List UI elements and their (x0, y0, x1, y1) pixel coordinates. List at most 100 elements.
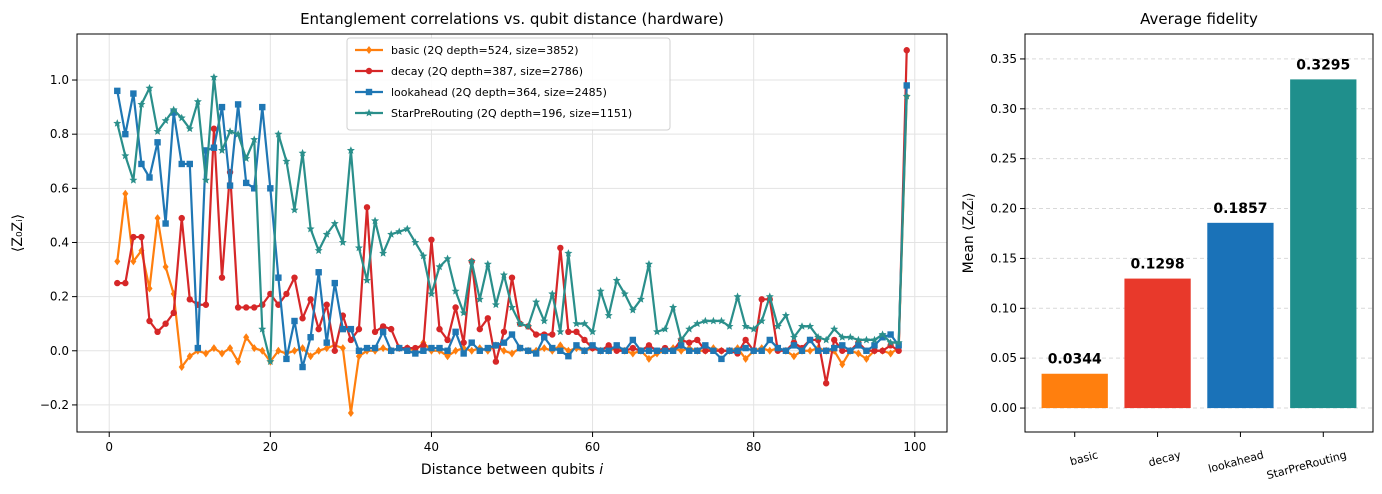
data-point (702, 347, 709, 354)
data-point (122, 130, 129, 138)
data-point (645, 342, 653, 349)
data-point (886, 338, 895, 347)
data-point (500, 339, 508, 346)
data-point (412, 350, 419, 357)
data-point (798, 347, 806, 354)
data-point (573, 328, 580, 336)
data-point (122, 279, 129, 287)
data-point (154, 328, 161, 336)
data-point (613, 342, 620, 349)
data-point (290, 205, 299, 214)
data-point (130, 233, 137, 241)
data-point (346, 146, 355, 154)
data-point (750, 347, 757, 354)
data-point (387, 230, 396, 238)
data-point (427, 289, 436, 298)
bar-value-label: 0.0344 (1048, 352, 1102, 368)
data-point (742, 354, 749, 363)
data-point (491, 300, 500, 309)
data-point (162, 220, 169, 227)
data-point (459, 308, 468, 317)
y-tick-label: 0.25 (990, 152, 1017, 166)
data-point (661, 347, 669, 354)
data-point (242, 179, 250, 187)
data-point (323, 301, 330, 308)
data-point (291, 346, 298, 355)
data-point (153, 127, 162, 135)
data-point (306, 224, 315, 233)
data-point (685, 324, 694, 333)
data-point (235, 357, 242, 366)
legend-entry: StarPreRouting (2Q depth=196, size=1151) (355, 107, 632, 120)
legend-entry: basic (2Q depth=524, size=3852) (355, 44, 579, 57)
data-point (178, 363, 185, 372)
data-point (508, 331, 516, 338)
data-point (185, 124, 194, 133)
data-point (452, 328, 459, 336)
data-point (322, 230, 331, 238)
data-point (122, 189, 129, 198)
data-point (484, 315, 492, 322)
data-point (114, 257, 121, 266)
data-point (468, 339, 475, 346)
data-point (541, 344, 548, 353)
data-point (863, 347, 870, 354)
legend-marker (366, 46, 372, 54)
data-point (701, 316, 710, 325)
data-point (201, 176, 210, 184)
data-point (138, 233, 145, 241)
data-point (709, 316, 718, 325)
data-point (259, 346, 266, 355)
data-point (653, 327, 661, 336)
data-point (138, 160, 145, 168)
data-point (251, 344, 258, 353)
series-3 (113, 73, 911, 365)
data-point (838, 333, 847, 341)
data-point (130, 257, 137, 266)
data-point (686, 347, 693, 354)
data-point (524, 347, 532, 354)
data-point (645, 347, 653, 354)
data-point (363, 276, 371, 284)
data-point (604, 311, 613, 319)
data-point (275, 346, 282, 355)
data-point (331, 279, 338, 287)
data-point (790, 342, 798, 349)
data-point (242, 154, 251, 162)
data-point (202, 147, 210, 154)
y-tick-label: 0.00 (990, 401, 1017, 415)
x-tick-label: decay (1147, 448, 1183, 469)
legend-label: decay (2Q depth=387, size=2786) (391, 65, 583, 78)
data-point (541, 334, 548, 341)
data-point (855, 342, 862, 349)
data-point (806, 322, 815, 330)
data-point (194, 344, 202, 352)
data-point (741, 322, 750, 330)
data-point (903, 82, 910, 89)
x-tick-label: 20 (263, 440, 278, 454)
x-tick-label: 60 (585, 440, 600, 454)
data-point (549, 331, 556, 338)
data-point (314, 246, 323, 254)
y-tick-label: 0.05 (990, 351, 1017, 365)
y-tick-label: 0.35 (990, 52, 1017, 66)
data-point (725, 322, 734, 330)
data-point (218, 274, 226, 281)
data-point (863, 354, 870, 363)
bar-value-label: 0.1857 (1213, 201, 1267, 217)
data-point (871, 342, 878, 349)
line-chart-y-axis: −0.2 0.0 0.2 0.4 0.6 0.8 1.0 (40, 73, 77, 412)
y-tick-label: 0.10 (990, 301, 1017, 315)
data-point (161, 116, 170, 125)
data-point (742, 336, 749, 344)
data-point (677, 342, 685, 349)
legend-entry: decay (2Q depth=387, size=2786) (355, 65, 583, 78)
data-point (243, 333, 250, 342)
data-point (814, 347, 822, 354)
data-point (227, 344, 234, 353)
data-point (130, 90, 137, 97)
data-point (154, 214, 161, 223)
legend-label: StarPreRouting (2Q depth=196, size=1151) (391, 107, 632, 120)
data-point (283, 355, 290, 363)
